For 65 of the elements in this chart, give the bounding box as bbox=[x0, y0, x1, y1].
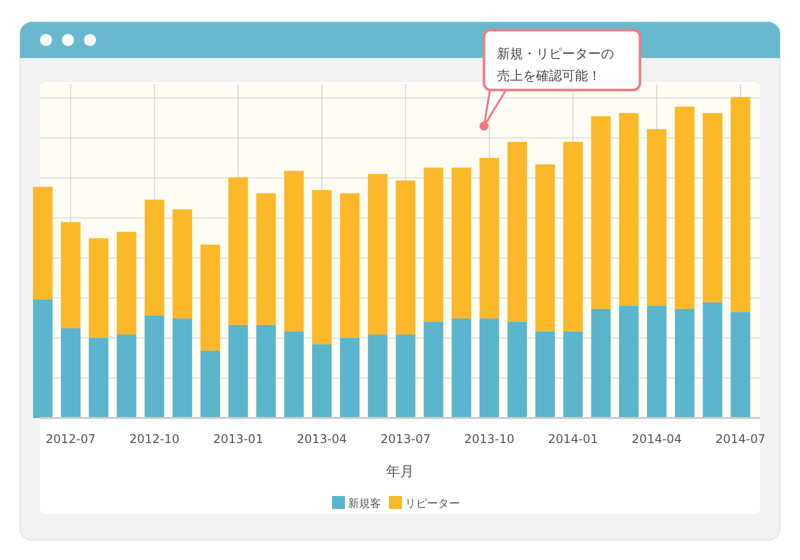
bar bbox=[256, 324, 276, 418]
bar bbox=[730, 97, 750, 312]
bar bbox=[200, 244, 220, 351]
bar bbox=[340, 338, 360, 418]
x-tick-label: 2014-07 bbox=[715, 432, 766, 446]
bar bbox=[563, 142, 583, 332]
bar bbox=[172, 318, 192, 418]
bar bbox=[619, 113, 639, 306]
text: 新規・リピーターの売上を確認可能！ bbox=[497, 47, 614, 84]
bar bbox=[730, 312, 750, 418]
bar bbox=[284, 331, 304, 418]
bar bbox=[646, 129, 667, 306]
x-tick-label: 2014-04 bbox=[632, 432, 682, 446]
bar bbox=[116, 334, 136, 418]
bar bbox=[228, 177, 248, 325]
bar bbox=[340, 193, 360, 338]
bar bbox=[563, 331, 583, 418]
bar bbox=[368, 174, 388, 335]
bar bbox=[396, 180, 416, 335]
bar bbox=[312, 344, 332, 418]
bar bbox=[116, 232, 136, 335]
bar bbox=[452, 318, 472, 418]
bar bbox=[535, 164, 555, 332]
bar bbox=[88, 238, 108, 338]
bar bbox=[33, 186, 53, 300]
bar bbox=[284, 170, 304, 332]
bar bbox=[507, 142, 527, 322]
x-tick-label: 2012-10 bbox=[129, 432, 180, 446]
x-tick-label: 2013-10 bbox=[464, 432, 514, 446]
bar bbox=[60, 222, 80, 328]
bar bbox=[144, 200, 164, 316]
bar bbox=[591, 308, 611, 418]
bar bbox=[535, 331, 555, 418]
bar bbox=[646, 306, 667, 418]
bar bbox=[452, 168, 472, 318]
bar bbox=[172, 209, 192, 318]
x-axis-title: 年月 bbox=[386, 464, 414, 480]
bar bbox=[619, 306, 639, 418]
bar bbox=[396, 334, 416, 418]
bar bbox=[256, 193, 276, 325]
bar bbox=[424, 322, 444, 418]
bar bbox=[591, 116, 611, 309]
bar bbox=[424, 168, 444, 322]
bar bbox=[674, 308, 694, 418]
x-tick-label: 2012-07 bbox=[46, 432, 96, 446]
bar bbox=[312, 190, 332, 344]
bar bbox=[60, 328, 80, 418]
x-tick-label: 2013-07 bbox=[380, 432, 431, 446]
bar bbox=[674, 106, 694, 309]
bar bbox=[144, 315, 164, 418]
bar bbox=[702, 302, 722, 418]
x-tick-label: 2013-04 bbox=[296, 432, 347, 446]
bar bbox=[702, 113, 722, 302]
x-tick-label: 2013-01 bbox=[213, 432, 264, 446]
bar bbox=[88, 338, 108, 418]
bar bbox=[480, 158, 500, 318]
legend-label: 新規客 bbox=[348, 497, 381, 510]
bar bbox=[507, 322, 527, 418]
bar bbox=[33, 299, 53, 418]
bar bbox=[368, 334, 388, 418]
x-tick-label: 2014-01 bbox=[548, 432, 598, 446]
bar bbox=[228, 324, 248, 418]
bar bbox=[200, 350, 220, 418]
bar bbox=[480, 318, 500, 418]
legend-label: リピーター bbox=[405, 497, 460, 510]
